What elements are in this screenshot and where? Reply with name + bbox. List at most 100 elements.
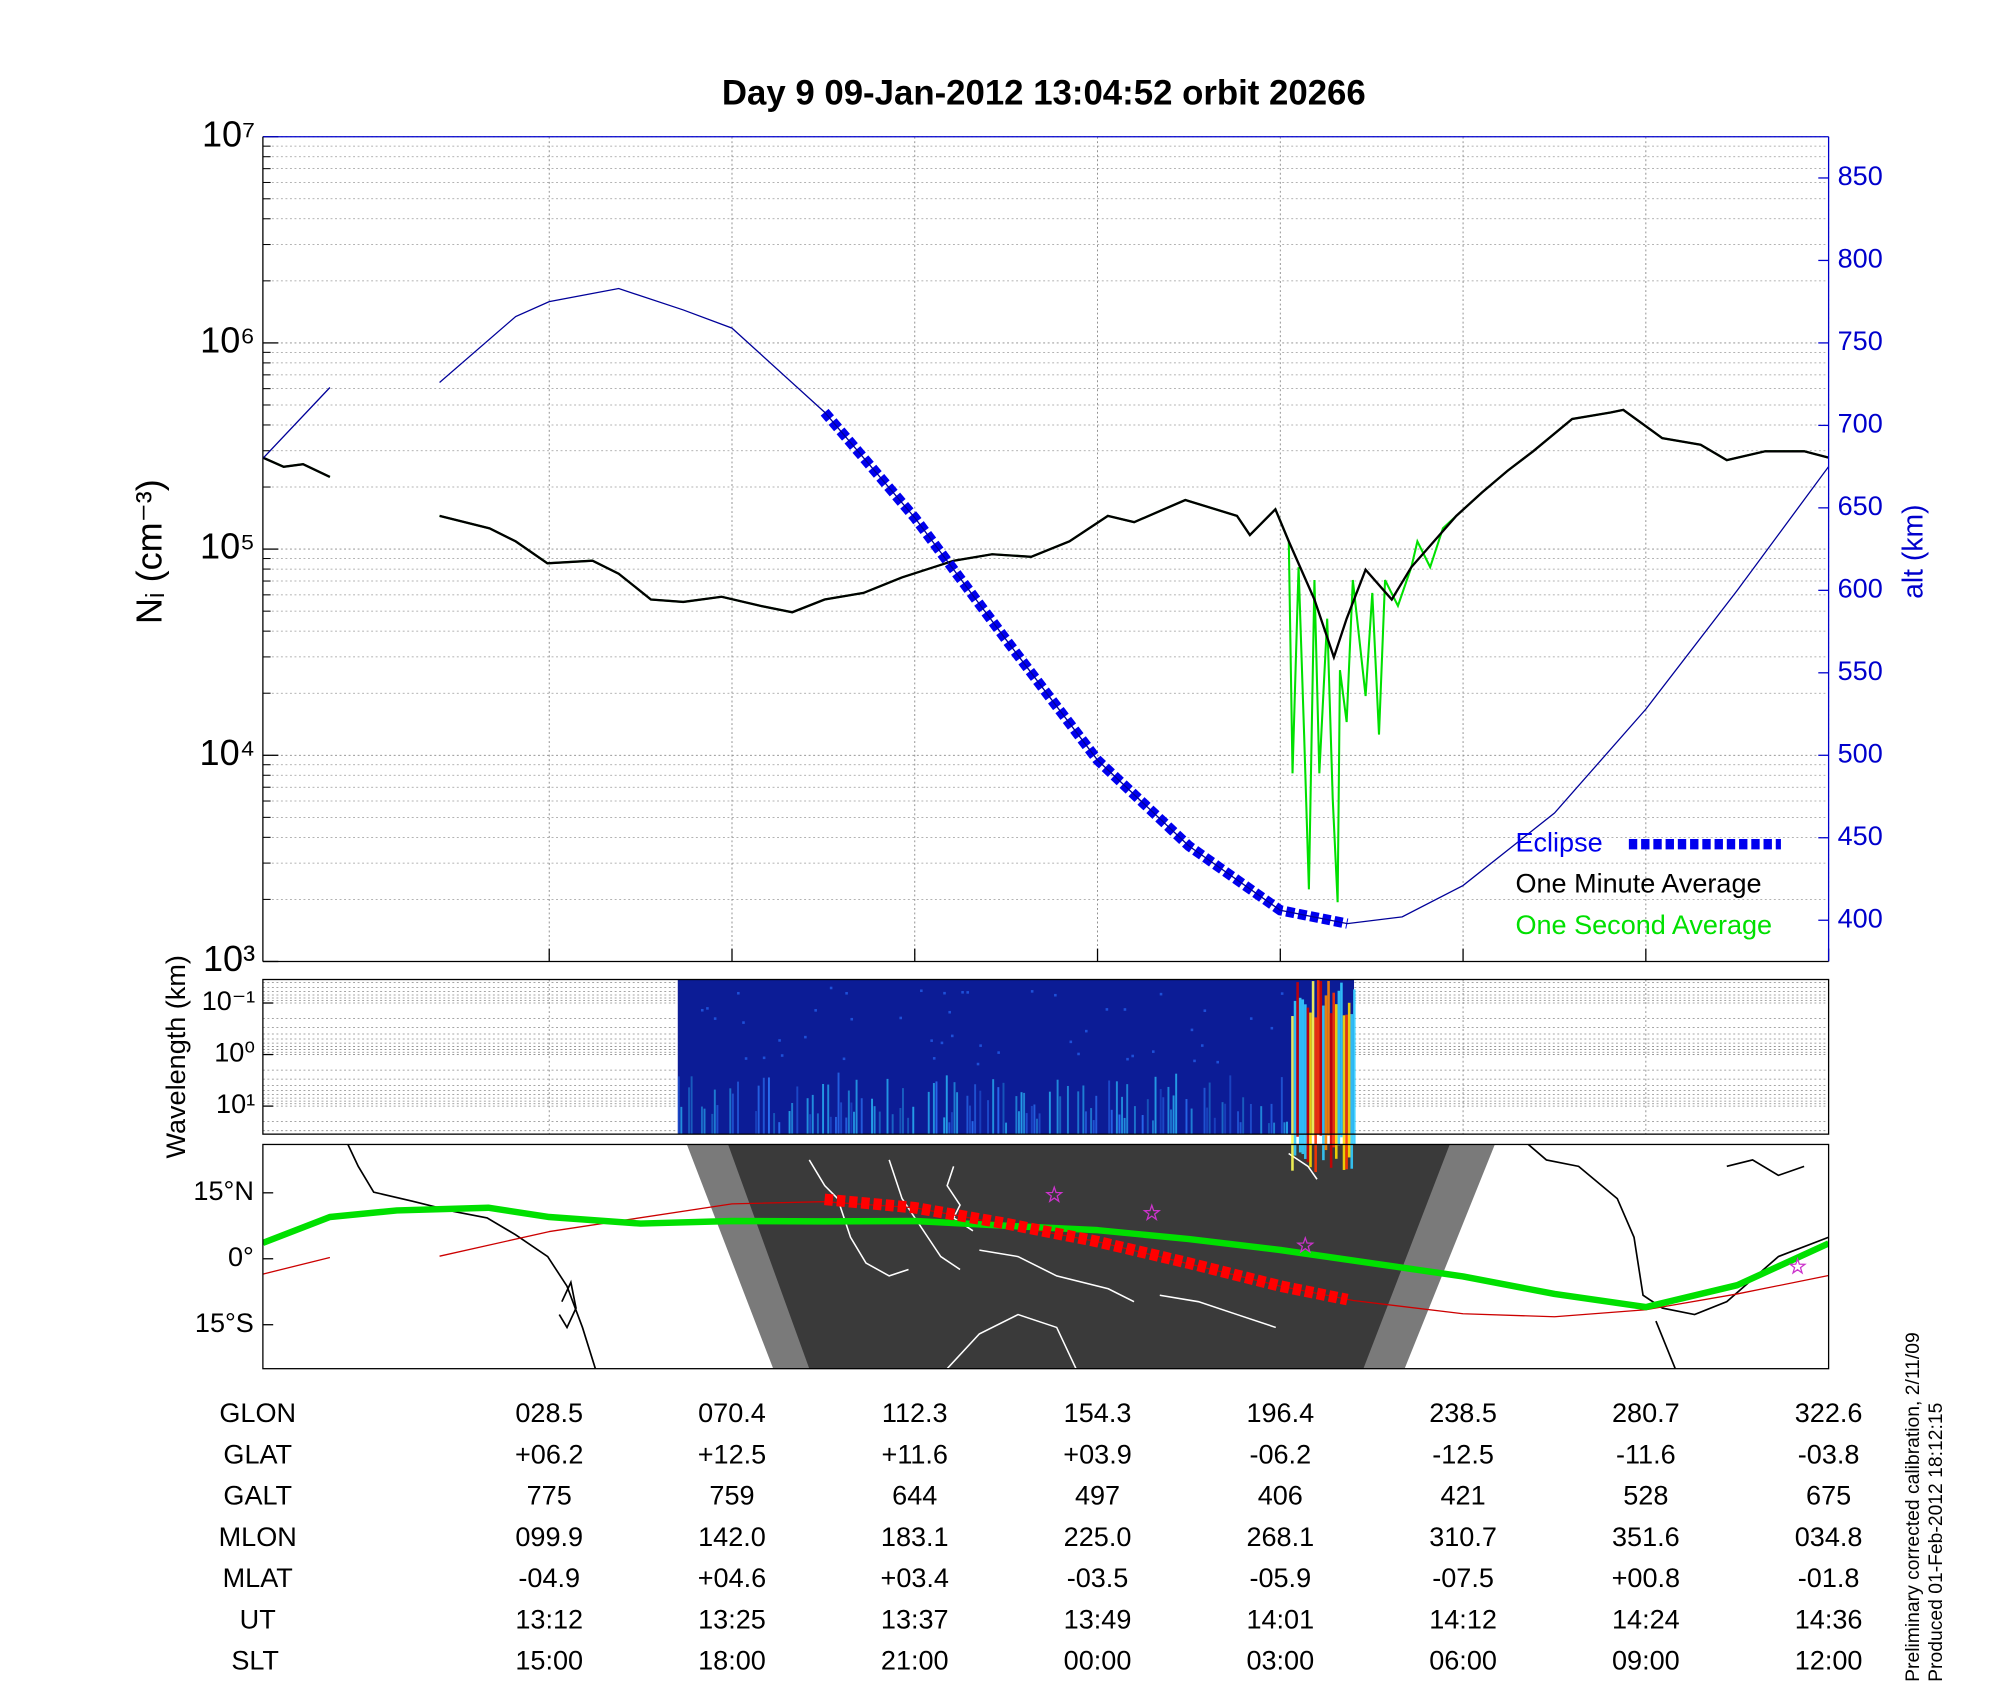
- cell: +03.4: [881, 1563, 949, 1593]
- coast: [1655, 1320, 1677, 1369]
- cell: 13:25: [698, 1604, 766, 1634]
- spectrogram-cell: [737, 991, 740, 995]
- spectrogram-cell: [806, 1098, 809, 1135]
- cell: 406: [1258, 1481, 1303, 1511]
- spectrogram-cell: [935, 1081, 938, 1135]
- spectrogram-cell: [1350, 1014, 1354, 1169]
- spectrogram-cell: [1133, 1106, 1136, 1135]
- spectrogram-cell: [1020, 1092, 1023, 1135]
- row-name: GLAT: [223, 1439, 292, 1469]
- data-line: [262, 287, 1829, 925]
- spectrogram-cell: [891, 1114, 894, 1135]
- x-tick-label: 06:00: [1429, 1646, 1497, 1676]
- coast: [347, 1144, 597, 1369]
- map-background: [262, 1144, 1829, 1369]
- spectrogram-cell: [1154, 1076, 1157, 1135]
- cell: 644: [892, 1481, 937, 1511]
- y2-tick-label: 800: [1838, 244, 1883, 274]
- spectrogram-cell: [1038, 1113, 1041, 1135]
- spectrogram-cell: [1216, 1060, 1220, 1064]
- y2-tick-label: 650: [1838, 491, 1883, 521]
- x-tick-label: 03:00: [1246, 1646, 1314, 1676]
- spectrogram-cell: [1345, 1014, 1348, 1170]
- spectrogram-cell: [1131, 1054, 1134, 1058]
- spectrogram-cell: [1221, 1102, 1224, 1135]
- spectrogram-cell: [860, 1098, 863, 1135]
- spectrogram-cell: [976, 1062, 980, 1066]
- spectrogram-cell: [871, 1098, 874, 1135]
- spectrogram-cell: [842, 1057, 846, 1061]
- cell: 034.8: [1795, 1522, 1863, 1552]
- row-name: SLT: [231, 1646, 279, 1676]
- cell: 13:49: [1064, 1604, 1132, 1634]
- spectrogram-cell: [873, 1106, 876, 1135]
- row-name: GALT: [223, 1481, 292, 1511]
- coast: [946, 1313, 1077, 1369]
- spectrogram-cell: [956, 1092, 959, 1135]
- y2-tick-label: 700: [1838, 409, 1883, 439]
- y-axis-label: Nᵢ (cm⁻³): [129, 479, 170, 624]
- spectrogram-cell: [1030, 990, 1034, 993]
- spectrogram-cell: [690, 1076, 693, 1135]
- spectrogram-cell: [1059, 1096, 1062, 1135]
- y-tick-label: 15°S: [195, 1308, 254, 1338]
- spectrogram-cell: [940, 1041, 944, 1045]
- y2-tick-label: 450: [1838, 821, 1883, 851]
- spectrogram-cell: [1296, 982, 1299, 1137]
- spectrogram-cell: [997, 1051, 1000, 1054]
- spectrogram-cell: [1306, 1007, 1310, 1163]
- row-name: MLAT: [223, 1563, 293, 1593]
- spectrogram-cell: [927, 1091, 930, 1135]
- spectrogram-cell: [948, 1122, 951, 1135]
- spectrogram-cell: [1036, 1118, 1038, 1135]
- spectrogram-cell: [837, 1072, 840, 1135]
- spectrogram-cell: [878, 1111, 881, 1135]
- spectrogram-cell: [677, 1076, 680, 1135]
- spectrogram-cell: [700, 1106, 703, 1135]
- spectrogram-cell: [1301, 999, 1305, 1155]
- spectrogram-cell: [943, 991, 946, 995]
- spectrogram-cell: [969, 1105, 971, 1135]
- spectrogram-cell: [1170, 1109, 1172, 1135]
- spectrogram-cell: [1066, 1085, 1069, 1135]
- cell: -11.6: [1616, 1439, 1676, 1469]
- cell: +06.2: [515, 1439, 583, 1469]
- spectrogram-cell: [814, 1009, 817, 1012]
- spectrogram-cell: [1332, 992, 1335, 1148]
- spectrogram-cell: [1342, 1015, 1346, 1170]
- spectrogram-cell: [1319, 981, 1323, 1136]
- spectrogram-cell: [1267, 1123, 1270, 1135]
- spectrogram-cell: [979, 1044, 982, 1047]
- cell: 759: [709, 1481, 754, 1511]
- spectrogram-cell: [1002, 1082, 1005, 1135]
- legend-label: One Minute Average: [1515, 869, 1761, 899]
- spectrogram-cells: [677, 979, 1356, 1173]
- spectrogram-cell: [1108, 1080, 1111, 1135]
- spectrogram-cell: [1033, 1104, 1036, 1135]
- spectrogram-cell: [778, 1122, 781, 1135]
- cell: 351.6: [1612, 1522, 1680, 1552]
- spectrogram-cell: [829, 986, 833, 990]
- spectrogram-cell: [829, 1116, 832, 1135]
- coast: [558, 1279, 577, 1330]
- coast: [808, 1159, 909, 1277]
- spectrogram-cell: [1293, 1000, 1297, 1156]
- cell: 154.3: [1064, 1398, 1132, 1428]
- spectrogram-cell: [1304, 1004, 1307, 1159]
- track-line: [824, 1193, 1349, 1306]
- spectrogram-cell: [1092, 1120, 1095, 1135]
- spectrogram-cell: [1337, 990, 1341, 1146]
- x-tick-label: 21:00: [881, 1646, 949, 1676]
- spectrogram-cell: [796, 1086, 799, 1135]
- coast: [1527, 1144, 1829, 1316]
- spectrogram-cell: [853, 1111, 855, 1135]
- y2-tick-label: 400: [1838, 903, 1883, 933]
- spectrogram-cell: [899, 1107, 902, 1135]
- y-tick-label: 10⁵: [200, 526, 255, 567]
- spectrogram-cell: [757, 1085, 760, 1135]
- spectrogram-cell: [855, 1079, 858, 1135]
- spectrogram-cell: [767, 1077, 770, 1135]
- spectrogram-cell: [886, 1078, 889, 1135]
- coast: [1288, 1152, 1318, 1180]
- spectrogram-cell: [1141, 1115, 1144, 1135]
